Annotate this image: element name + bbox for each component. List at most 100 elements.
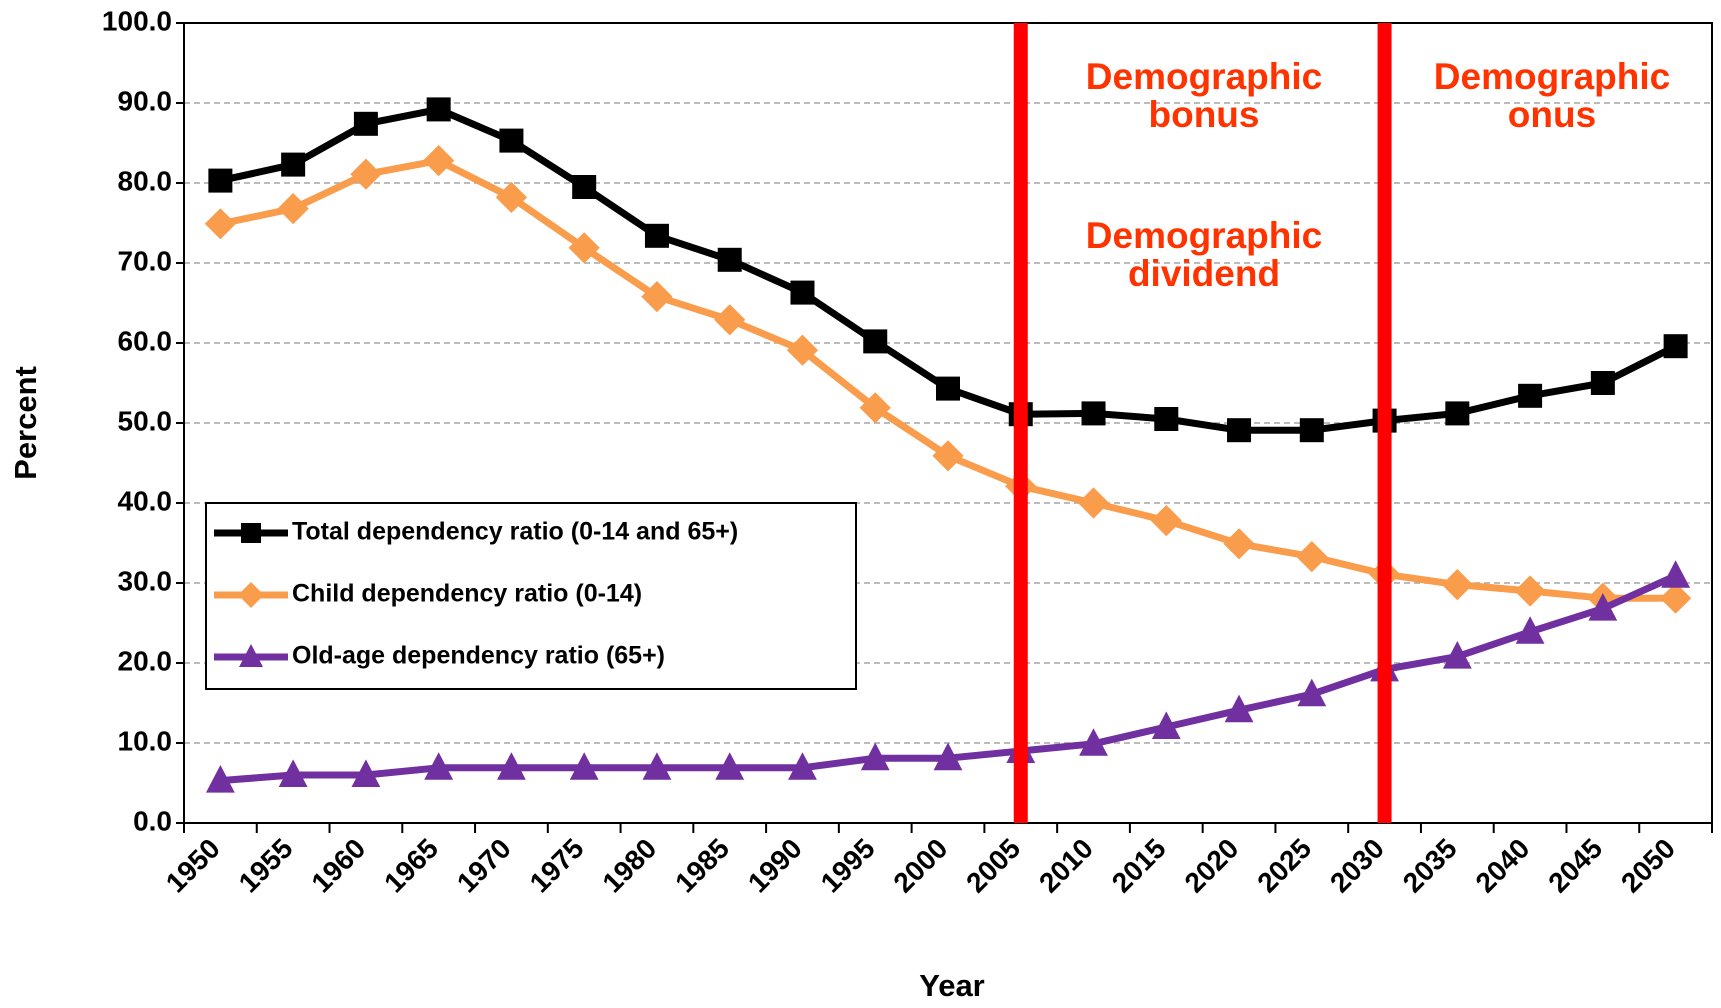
marker	[1514, 575, 1546, 607]
marker	[717, 247, 742, 272]
marker	[786, 334, 819, 366]
marker	[863, 329, 888, 354]
annotation: Demographic	[1086, 56, 1322, 97]
x-tick-label: 2000	[887, 833, 953, 899]
y-tick-label: 100.0	[102, 5, 172, 36]
marker	[1442, 641, 1472, 669]
legend-label: Old-age dependency ratio (65+)	[292, 642, 665, 670]
y-tick-label: 90.0	[118, 85, 173, 116]
marker	[1081, 401, 1106, 426]
marker	[353, 111, 378, 136]
marker	[1588, 593, 1618, 621]
x-tick-label: 1950	[160, 833, 226, 899]
x-tick-label: 2035	[1397, 833, 1463, 899]
marker	[497, 752, 526, 780]
annotation: Demographic	[1086, 215, 1322, 256]
legend-label: Total dependency ratio (0-14 and 65+)	[292, 518, 738, 546]
marker	[859, 392, 891, 424]
marker	[1518, 383, 1543, 408]
marker	[1515, 616, 1545, 644]
plot-frame	[183, 22, 1713, 824]
marker	[714, 304, 746, 336]
marker	[350, 158, 382, 190]
marker	[205, 765, 235, 793]
marker	[788, 752, 817, 780]
y-tick-label: 70.0	[118, 245, 173, 276]
marker	[495, 181, 528, 213]
marker	[1299, 418, 1324, 443]
marker	[351, 759, 381, 787]
marker	[241, 523, 261, 543]
x-tick-label: 1970	[451, 833, 517, 899]
marker	[208, 168, 233, 193]
y-axis-title: Percent	[8, 366, 43, 480]
marker	[1661, 560, 1691, 588]
marker	[1590, 371, 1615, 395]
marker	[1224, 694, 1254, 723]
marker	[1660, 582, 1692, 614]
x-tick-label: 2015	[1106, 833, 1172, 899]
marker	[569, 752, 599, 780]
marker	[572, 175, 597, 199]
marker	[1227, 418, 1252, 443]
x-tick-label: 2020	[1179, 833, 1245, 899]
y-tick-label: 30.0	[118, 565, 173, 596]
x-tick-label: 2050	[1615, 833, 1681, 899]
y-tick-label: 50.0	[118, 405, 173, 436]
marker	[1296, 541, 1328, 573]
y-tick-label: 0.0	[133, 805, 172, 836]
y-tick-label: 60.0	[118, 325, 173, 356]
marker	[1077, 487, 1110, 519]
marker	[860, 742, 890, 771]
annotation: bonus	[1149, 94, 1260, 135]
annotation: onus	[1508, 94, 1596, 135]
x-tick-label: 2040	[1470, 833, 1536, 899]
marker	[641, 281, 673, 313]
x-tick-label: 2030	[1324, 833, 1390, 899]
x-tick-label: 1985	[669, 833, 735, 899]
annotation: dividend	[1128, 253, 1280, 294]
x-tick-label: 1965	[378, 833, 444, 899]
x-tick-label: 1980	[596, 833, 662, 899]
x-tick-label: 2010	[1033, 833, 1099, 899]
marker	[278, 759, 308, 787]
marker	[715, 752, 745, 780]
marker	[1150, 505, 1182, 537]
marker	[644, 223, 669, 248]
marker	[424, 752, 454, 780]
y-tick-label: 40.0	[118, 485, 173, 516]
x-tick-label: 2045	[1542, 833, 1608, 899]
annotation: Demographic	[1434, 56, 1670, 97]
marker	[568, 232, 600, 264]
marker	[499, 128, 524, 153]
marker	[238, 582, 264, 608]
marker	[281, 152, 306, 177]
marker	[426, 97, 451, 122]
marker	[1441, 569, 1473, 601]
marker	[1297, 678, 1327, 707]
marker	[239, 644, 263, 667]
x-axis-title: Year	[919, 968, 985, 1003]
x-tick-label: 1990	[742, 833, 808, 899]
marker	[1151, 711, 1181, 739]
legend-label: Child dependency ratio (0-14)	[292, 580, 642, 608]
marker	[932, 440, 964, 472]
marker	[277, 193, 309, 225]
marker	[933, 742, 963, 771]
marker	[936, 376, 960, 401]
x-tick-label: 1955	[233, 833, 299, 899]
marker	[423, 145, 455, 177]
x-tick-label: 1975	[524, 833, 590, 899]
y-tick-label: 10.0	[118, 725, 173, 756]
marker	[642, 752, 672, 780]
x-tick-label: 2025	[1251, 833, 1317, 899]
x-tick-label: 2005	[960, 833, 1026, 899]
x-tick-label: 1960	[305, 833, 371, 899]
y-tick-label: 20.0	[118, 645, 173, 676]
marker	[1079, 728, 1108, 756]
marker	[1445, 401, 1470, 426]
x-tick-label: 1995	[815, 833, 881, 899]
marker	[1154, 407, 1179, 431]
legend-box	[205, 502, 857, 690]
